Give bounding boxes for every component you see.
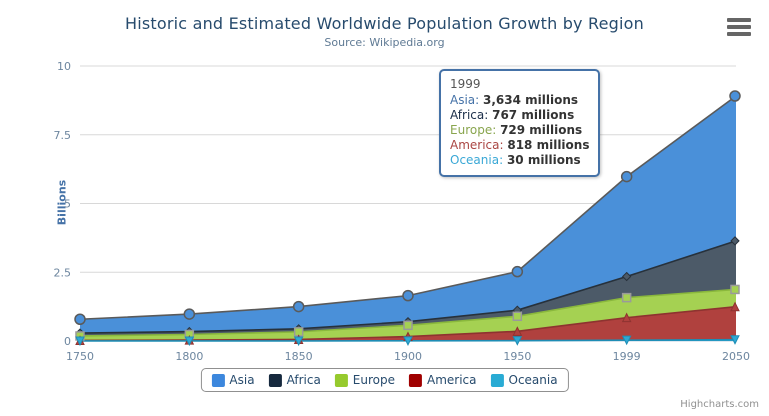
data-point-africa-2050[interactable] bbox=[730, 236, 740, 246]
data-point-oceania-1850[interactable] bbox=[293, 336, 304, 347]
tooltip-series-name: Asia: bbox=[450, 93, 484, 107]
tooltip-series-value: 818 millions bbox=[507, 138, 590, 152]
data-point-asia-1950[interactable] bbox=[511, 265, 524, 278]
x-axis-labels: 1750 1800 1850 1900 1950 1999 2050 bbox=[66, 350, 750, 363]
legend-swatch-icon bbox=[268, 373, 282, 387]
data-point-asia-1850[interactable] bbox=[292, 300, 305, 313]
series-areas bbox=[80, 96, 736, 341]
tooltip: 1999 Asia: 3,634 millions Africa: 767 mil… bbox=[439, 69, 601, 177]
legend-label: Europe bbox=[352, 373, 396, 387]
tooltip-series-name: Europe: bbox=[450, 123, 501, 137]
x-tick-1900: 1900 bbox=[394, 350, 422, 363]
legend-item-america[interactable]: America bbox=[409, 373, 477, 387]
data-point-oceania-1750[interactable] bbox=[75, 336, 85, 347]
legend-swatch-icon bbox=[211, 373, 225, 387]
x-tick-1999: 1999 bbox=[613, 350, 641, 363]
tooltip-series-name: Oceania: bbox=[450, 153, 507, 167]
data-point-oceania-2050[interactable] bbox=[730, 335, 740, 345]
y-tick-7.5: 7.5 bbox=[54, 129, 72, 142]
legend-label: America bbox=[427, 373, 477, 387]
legend-item-africa[interactable]: Africa bbox=[268, 373, 321, 387]
data-point-oceania-1900[interactable] bbox=[403, 336, 413, 346]
data-point-america-1950[interactable] bbox=[512, 326, 523, 336]
tooltip-series-name: Africa: bbox=[450, 108, 493, 122]
legend-swatch-icon bbox=[409, 373, 423, 387]
data-point-asia-1900[interactable] bbox=[402, 289, 414, 302]
tooltip-header: 1999 bbox=[450, 77, 481, 91]
y-tick-2.5: 2.5 bbox=[54, 266, 72, 279]
tooltip-row-oceania: Oceania: 30 millions bbox=[450, 153, 589, 168]
menu-bar-2 bbox=[727, 25, 751, 29]
data-point-america-1999[interactable] bbox=[621, 312, 632, 323]
legend-label: Africa bbox=[286, 373, 321, 387]
y-tick-5: 5 bbox=[64, 198, 71, 211]
data-point-africa-1999[interactable] bbox=[621, 271, 632, 282]
data-point-europe-2050[interactable] bbox=[730, 284, 740, 295]
menu-bar-1 bbox=[727, 18, 751, 22]
data-point-oceania-1950[interactable] bbox=[512, 336, 523, 346]
menu-bar-3 bbox=[727, 32, 751, 36]
tooltip-row-america: America: 818 millions bbox=[450, 138, 589, 153]
highcharts-credits[interactable]: Highcharts.com bbox=[680, 399, 759, 410]
x-tick-1950: 1950 bbox=[503, 350, 531, 363]
x-tick-1800: 1800 bbox=[175, 350, 203, 363]
data-point-oceania-1800[interactable] bbox=[184, 336, 195, 347]
chart-legend: Asia Africa Europe America Oceania bbox=[200, 368, 569, 392]
legend-item-asia[interactable]: Asia bbox=[211, 373, 255, 387]
legend-item-europe[interactable]: Europe bbox=[334, 373, 396, 387]
data-point-asia-1800[interactable] bbox=[183, 308, 196, 320]
chart-subtitle: Source: Wikipedia.org bbox=[324, 36, 445, 49]
data-point-asia-1750[interactable] bbox=[74, 313, 86, 325]
data-point-europe-1900[interactable] bbox=[403, 320, 413, 331]
legend-label: Asia bbox=[229, 373, 255, 387]
series-markers[interactable] bbox=[74, 90, 741, 347]
y-tick-0: 0 bbox=[64, 335, 71, 348]
tooltip-row-africa: Africa: 767 millions bbox=[450, 108, 589, 123]
x-tick-1850: 1850 bbox=[285, 350, 313, 363]
tooltip-series-value: 767 millions bbox=[492, 108, 575, 122]
tooltip-series-name: America: bbox=[450, 138, 508, 152]
legend-swatch-icon bbox=[334, 373, 348, 387]
tooltip-series-value: 3,634 millions bbox=[483, 93, 579, 107]
x-tick-2050: 2050 bbox=[722, 350, 750, 363]
tooltip-row-asia: Asia: 3,634 millions bbox=[450, 93, 589, 108]
legend-label: Oceania bbox=[508, 373, 558, 387]
data-point-asia-2050[interactable] bbox=[729, 90, 741, 102]
y-tick-10: 10 bbox=[57, 60, 71, 73]
data-point-europe-1999[interactable] bbox=[621, 292, 632, 303]
tooltip-rows: Asia: 3,634 millions Africa: 767 millions… bbox=[450, 93, 589, 168]
tooltip-series-value: 729 millions bbox=[500, 123, 583, 137]
legend-swatch-icon bbox=[490, 373, 504, 387]
data-point-oceania-1999[interactable] bbox=[621, 335, 632, 346]
data-point-america-2050[interactable] bbox=[730, 301, 740, 312]
tooltip-row-europe: Europe: 729 millions bbox=[450, 123, 589, 138]
data-point-asia-1999[interactable] bbox=[620, 170, 633, 183]
chart-title: Historic and Estimated Worldwide Populat… bbox=[125, 14, 644, 33]
y-axis-labels: 0 2.5 5 7.5 10 bbox=[54, 60, 72, 348]
tooltip-series-value: 30 millions bbox=[506, 153, 581, 167]
x-tick-1750: 1750 bbox=[66, 350, 94, 363]
legend-items: Asia Africa Europe America Oceania bbox=[211, 373, 558, 387]
hamburger-menu-icon[interactable] bbox=[727, 18, 751, 36]
data-point-europe-1950[interactable] bbox=[512, 311, 523, 322]
legend-item-oceania[interactable]: Oceania bbox=[490, 373, 558, 387]
